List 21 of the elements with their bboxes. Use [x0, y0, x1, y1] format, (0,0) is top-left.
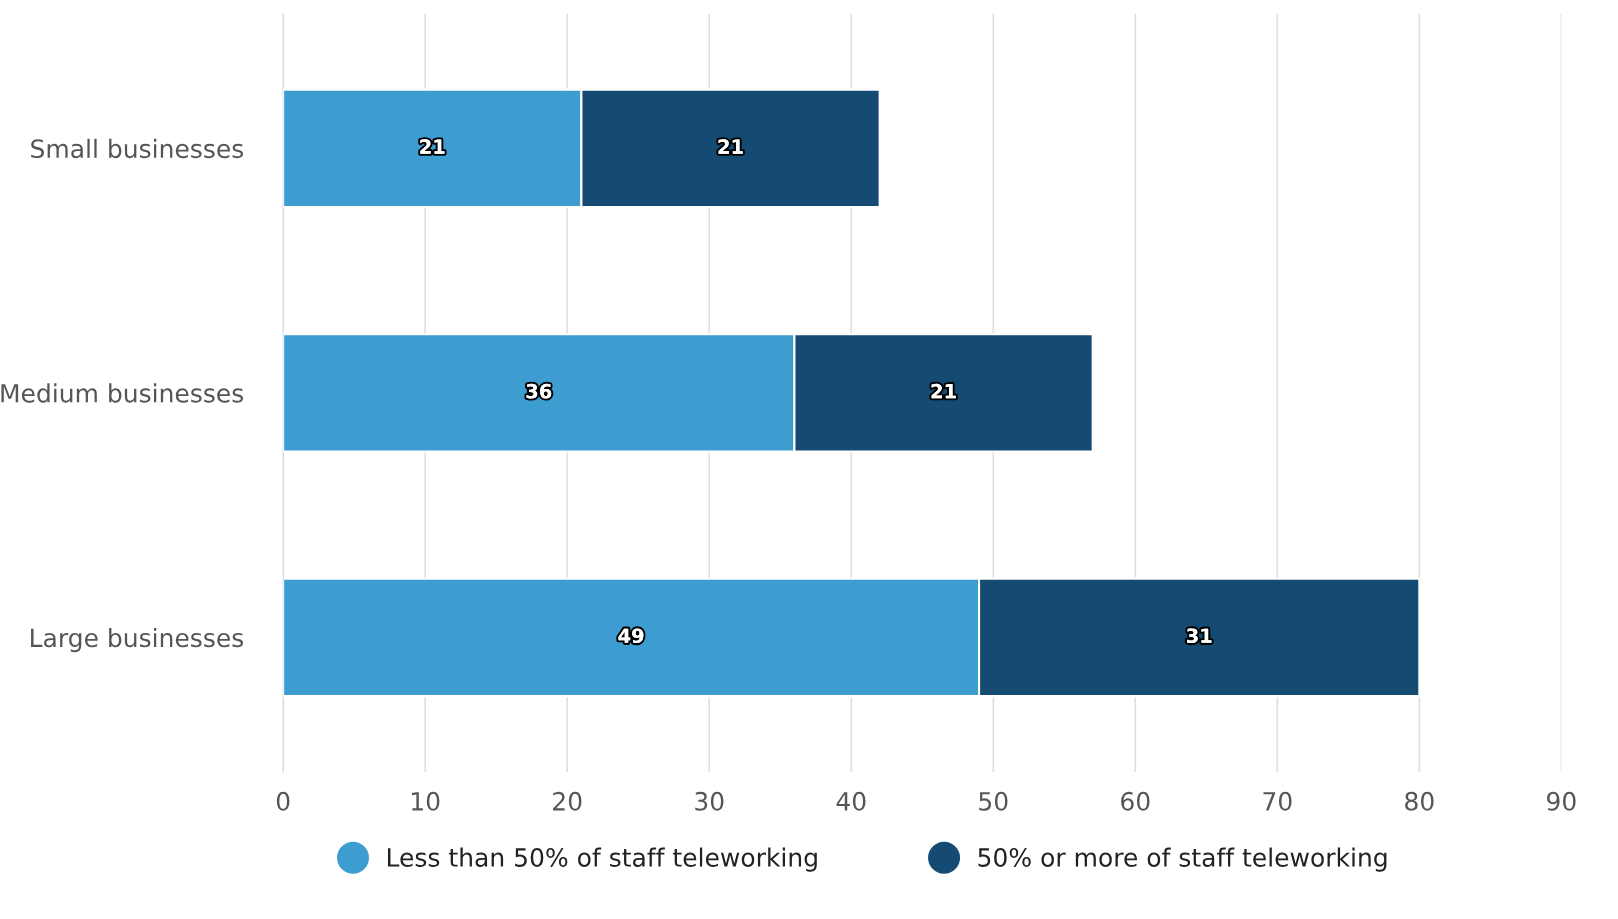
x-tick-label: 40 [836, 791, 866, 811]
x-tick-label: 80 [1405, 791, 1434, 811]
legend-label: Less than 50% of staff teleworking [387, 847, 817, 872]
x-tick-label: 20 [553, 791, 582, 811]
data-label: 21 [931, 383, 956, 399]
x-tick-label: 50 [979, 791, 1008, 811]
data-label: 36 [526, 383, 552, 399]
data-label: 21 [420, 139, 445, 154]
y-tick-label: Medium businesses [1, 383, 244, 403]
x-tick-label: 90 [1547, 791, 1576, 811]
data-label: 31 [1186, 628, 1212, 644]
y-tick-label: Small businesses [31, 138, 244, 159]
y-tick-label: Large businesses [31, 627, 244, 653]
x-tick-label: 60 [1121, 791, 1150, 811]
x-tick-label: 10 [412, 791, 440, 811]
data-label: 21 [718, 139, 743, 154]
x-tick-label: 0 [276, 791, 290, 811]
x-tick-label: 30 [695, 791, 724, 811]
legend-label: 50% or more of staff teleworking [978, 847, 1387, 872]
data-label: 49 [618, 628, 644, 644]
x-tick-label: 70 [1263, 791, 1292, 811]
